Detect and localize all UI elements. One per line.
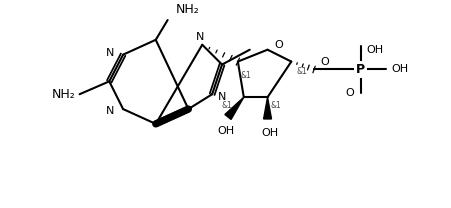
Text: N: N	[196, 32, 204, 42]
Text: OH: OH	[366, 45, 383, 55]
Text: &1: &1	[240, 71, 251, 80]
Text: N: N	[106, 48, 114, 58]
Polygon shape	[225, 97, 243, 119]
Text: NH₂: NH₂	[52, 88, 75, 101]
Text: &1: &1	[221, 101, 231, 110]
Text: OH: OH	[391, 64, 407, 74]
Text: OH: OH	[260, 128, 277, 138]
Text: O: O	[320, 57, 329, 67]
Text: &1: &1	[295, 67, 306, 76]
Polygon shape	[263, 97, 271, 119]
Text: P: P	[355, 63, 364, 76]
Text: O: O	[274, 40, 283, 50]
Text: &1: &1	[270, 101, 281, 110]
Text: N: N	[106, 106, 114, 116]
Text: O: O	[345, 88, 354, 98]
Text: N: N	[217, 92, 226, 102]
Text: OH: OH	[217, 126, 234, 136]
Text: NH₂: NH₂	[175, 3, 199, 16]
